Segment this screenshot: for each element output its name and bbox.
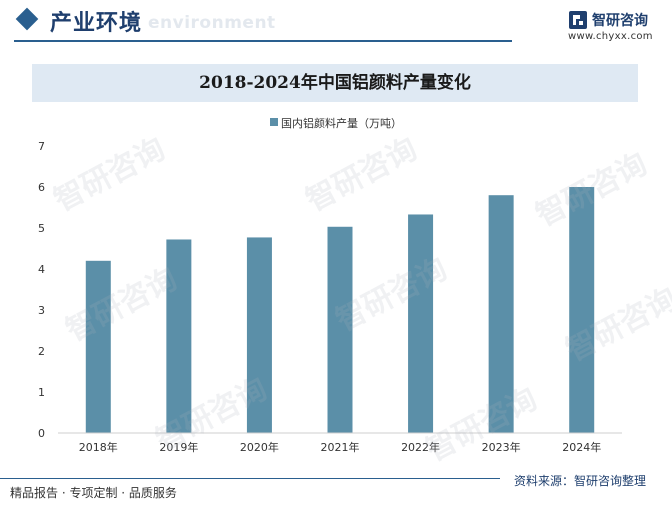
bar-2024年: [569, 187, 595, 433]
section-title: 产业环境: [50, 11, 143, 36]
y-tick-label: 4: [38, 263, 45, 276]
x-tick-label: 2020年: [240, 440, 279, 454]
chart-title: 2018-2024年中国铝颜料产量变化: [199, 73, 471, 93]
legend-label: 国内铝颜料产量（万吨）: [281, 117, 402, 130]
bar-2022年: [408, 214, 434, 433]
y-tick-label: 5: [38, 222, 45, 235]
y-tick-label: 7: [38, 140, 45, 153]
y-tick-label: 1: [38, 386, 45, 399]
bar-2020年: [246, 237, 272, 433]
y-tick-label: 2: [38, 345, 45, 358]
footer-slogan: 精品报告 · 专项定制 · 品质服务: [10, 486, 177, 500]
y-tick-label: 0: [38, 427, 45, 440]
bar-2021年: [327, 226, 353, 433]
y-axis-ticks: 0 1 2 3 4 5 6 7: [38, 140, 45, 440]
bar-2023年: [488, 195, 514, 433]
x-axis-ticks: 2018年 2019年 2020年 2021年 2022年 2023年 2024年: [79, 440, 601, 454]
x-tick-label: 2021年: [321, 440, 360, 454]
brand-name: 智研咨询: [592, 13, 648, 29]
header-bar: 产业环境 environment 智研咨询 www.chyxx.com: [0, 0, 672, 46]
chart-title-band: [32, 64, 638, 102]
header-divider: [14, 40, 512, 42]
y-tick-label: 3: [38, 304, 45, 317]
data-source: 资料来源：智研咨询整理: [514, 474, 647, 488]
x-tick-label: 2019年: [159, 440, 198, 454]
bar-2018年: [85, 260, 111, 433]
brand-url[interactable]: www.chyxx.com: [568, 31, 653, 42]
y-tick-label: 6: [38, 181, 45, 194]
x-tick-label: 2018年: [79, 440, 118, 454]
footer-divider: [0, 478, 500, 479]
legend-swatch: [270, 118, 278, 126]
brand-logo-icon: [569, 11, 587, 29]
x-tick-label: 2022年: [401, 440, 440, 454]
x-tick-label: 2024年: [562, 440, 601, 454]
bar-2019年: [166, 239, 192, 433]
section-subtitle: environment: [148, 13, 276, 33]
x-tick-label: 2023年: [482, 440, 521, 454]
bar-series: [85, 187, 595, 433]
